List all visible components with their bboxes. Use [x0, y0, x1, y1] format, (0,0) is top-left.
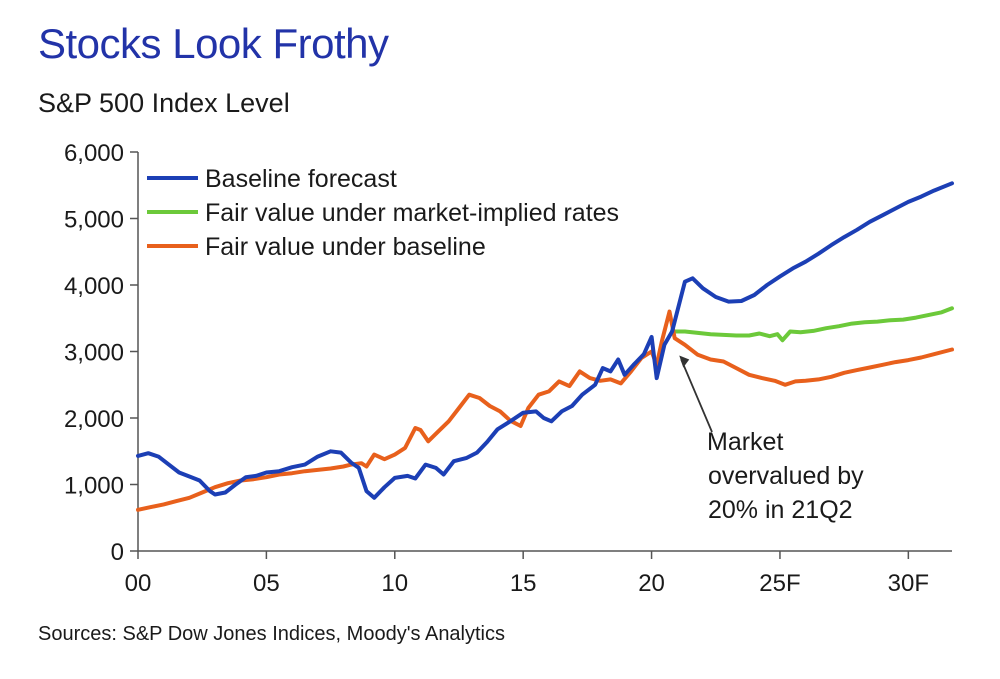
chart-subtitle: S&P 500 Index Level	[38, 88, 290, 118]
y-tick-label: 3,000	[64, 340, 124, 367]
chart-series	[136, 181, 954, 512]
y-tick-label: 5,000	[64, 207, 124, 234]
y-tick-label: 2,000	[64, 406, 124, 433]
chart-source: Sources: S&P Dow Jones Indices, Moody's …	[38, 623, 506, 645]
y-tick-label: 0	[111, 539, 124, 566]
x-tick-label: 00	[125, 570, 152, 597]
chart-axes: 0 1,000 2,000 3,000 4,000 5,000 6,000 00 05 10 15 2…	[64, 140, 952, 597]
series-line-1	[136, 181, 954, 500]
y-tick-label: 4,000	[64, 273, 124, 300]
legend-label: Fair value under baseline	[205, 233, 486, 261]
annotation-text-line: Market	[707, 428, 783, 456]
x-tick-label: 10	[381, 570, 408, 597]
legend-label: Baseline forecast	[205, 165, 397, 193]
annotation-arrow-line	[680, 359, 713, 433]
legend-label: Fair value under market-implied rates	[205, 199, 619, 227]
chart-legend: Baseline forecast Fair value under market…	[147, 165, 619, 261]
x-tick-label: 30F	[888, 570, 929, 597]
x-tick-label: 20	[638, 570, 665, 597]
annotation-arrowhead	[679, 355, 690, 368]
annotation-text-line: 20% in 21Q2	[708, 496, 853, 524]
chart-annotation: Market overvalued by 20% in 21Q2	[679, 355, 864, 524]
x-tick-label: 05	[253, 570, 280, 597]
x-tick-label: 15	[510, 570, 537, 597]
series-line-3	[136, 309, 954, 512]
chart-title: Stocks Look Frothy	[38, 20, 389, 67]
x-tick-label: 25F	[759, 570, 800, 597]
series-line-2	[670, 306, 954, 343]
annotation-text-line: overvalued by	[708, 462, 864, 490]
y-tick-label: 6,000	[64, 140, 124, 167]
y-tick-label: 1,000	[64, 473, 124, 500]
